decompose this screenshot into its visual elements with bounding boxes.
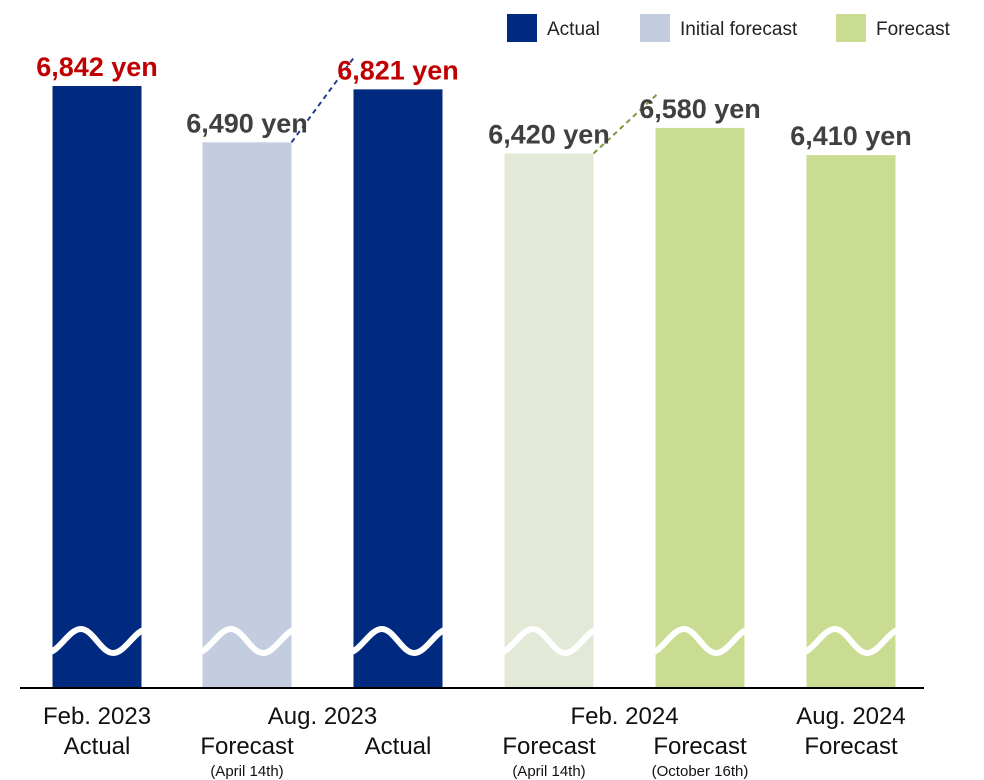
- period-label-4: Aug. 2024: [796, 703, 905, 730]
- legend-swatch-3: [836, 14, 866, 42]
- value-label-4: 6,420 yen: [488, 120, 610, 150]
- value-label-1: 6,842 yen: [36, 52, 158, 82]
- axis-break-marks: [43, 625, 905, 657]
- connector-lines: [290, 54, 659, 155]
- bar-date-label-2: (April 14th): [210, 763, 283, 780]
- bar-1: [52, 86, 142, 688]
- axis-break-mark-6: [797, 625, 905, 657]
- bar-type-label-5: Forecast: [653, 733, 747, 760]
- bar-type-label-3: Actual: [365, 733, 432, 760]
- axis-break-mark-2: [193, 625, 301, 657]
- axis-break-mark-1: [43, 625, 151, 657]
- axis-break-mark-3: [344, 625, 452, 657]
- bar-3: [353, 89, 443, 689]
- legend-label-1: Actual: [547, 19, 600, 40]
- value-labels: 6,842 yen 6,490 yen 6,821 yen 6,420 yen 6,58…: [36, 52, 912, 151]
- bar-type-label-4: Forecast: [502, 733, 596, 760]
- value-label-2: 6,490 yen: [186, 108, 308, 138]
- bar-5: [655, 127, 745, 689]
- bar-type-label-6: Forecast: [804, 733, 898, 760]
- legend-swatch-2: [640, 14, 670, 42]
- bar-date-label-5: (October 16th): [652, 763, 749, 780]
- value-label-6: 6,410 yen: [790, 121, 912, 151]
- connector-line-2: [592, 93, 659, 155]
- bar-6: [806, 155, 896, 688]
- bar-4: [504, 153, 594, 688]
- category-labels: Actual Forecast (April 14th) Actual Forecast…: [43, 703, 906, 780]
- value-label-5: 6,580 yen: [639, 94, 761, 124]
- period-label-3: Feb. 2024: [570, 703, 678, 730]
- value-label-3: 6,821 yen: [337, 55, 459, 85]
- axis-break-mark-5: [646, 625, 754, 657]
- bar-type-label-1: Actual: [64, 733, 131, 760]
- bar-type-label-2: Forecast: [200, 733, 294, 760]
- legend-label-3: Forecast: [876, 19, 951, 40]
- chart-legend: Actual Initial forecast Forecast: [507, 14, 951, 42]
- legend-label-2: Initial forecast: [680, 19, 798, 40]
- bars-group: [52, 86, 896, 689]
- axis-break-mark-4: [495, 625, 603, 657]
- legend-swatch-1: [507, 14, 537, 42]
- period-label-2: Aug. 2023: [268, 703, 377, 730]
- period-label-1: Feb. 2023: [43, 703, 151, 730]
- bar-2: [202, 142, 292, 688]
- bar-date-label-4: (April 14th): [512, 763, 585, 780]
